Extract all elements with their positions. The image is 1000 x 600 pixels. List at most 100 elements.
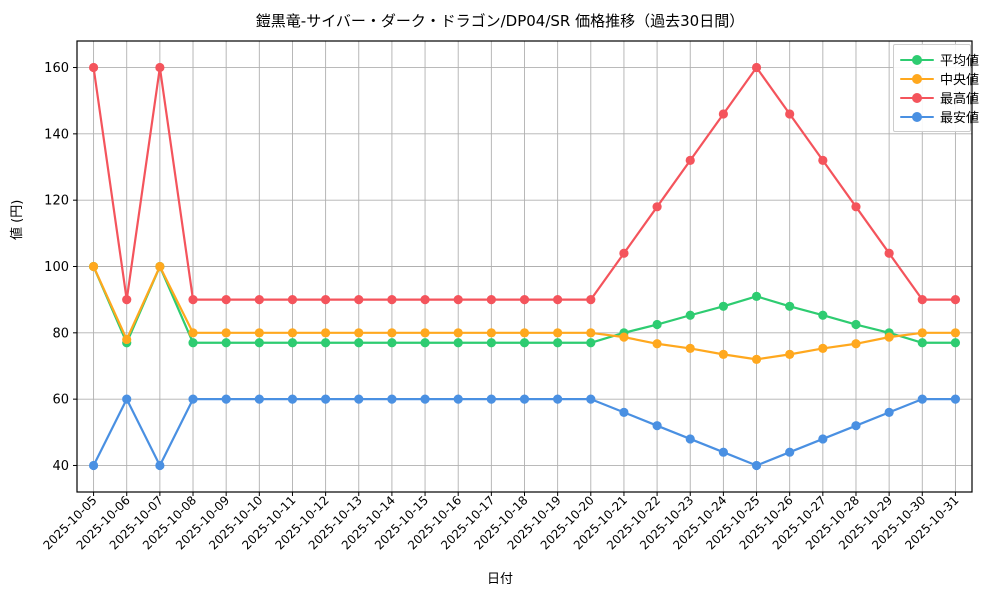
x-axis-label: 日付	[486, 572, 513, 587]
data-point	[420, 338, 430, 348]
data-point	[586, 394, 596, 404]
y-axis-tick-label: 60	[52, 393, 69, 408]
data-point	[785, 109, 795, 119]
y-axis-tick-label: 40	[52, 459, 69, 474]
data-point	[553, 295, 563, 305]
data-point	[851, 421, 861, 431]
data-point	[287, 338, 298, 348]
data-point	[851, 319, 861, 330]
legend-item-label: 中央値	[940, 73, 980, 88]
data-point	[619, 332, 629, 342]
data-point	[486, 338, 496, 348]
data-point	[751, 291, 762, 301]
data-point	[586, 295, 596, 305]
data-point	[387, 338, 397, 348]
chart-title: 鎧黒竜-サイバー・ダーク・ドラゴン/DP04/SR 価格推移（過去30日間）	[255, 12, 745, 30]
data-point	[917, 394, 927, 404]
data-point	[917, 328, 927, 338]
data-point	[453, 295, 463, 305]
legend-swatch-icon	[900, 110, 934, 124]
data-point	[486, 328, 496, 338]
data-point	[254, 338, 264, 348]
data-point	[221, 328, 231, 338]
data-point	[420, 295, 430, 305]
data-point	[354, 338, 364, 348]
data-point	[88, 261, 99, 272]
data-point	[950, 338, 961, 348]
data-point	[818, 343, 828, 354]
data-point	[785, 301, 795, 311]
data-point	[88, 62, 99, 73]
data-point	[354, 328, 364, 338]
data-point	[917, 338, 927, 348]
data-point	[851, 339, 861, 349]
data-point	[950, 328, 961, 338]
data-point	[685, 434, 695, 444]
legend-swatch-icon	[900, 53, 934, 67]
data-point	[519, 338, 530, 348]
data-point	[221, 295, 231, 305]
data-point	[785, 349, 795, 359]
data-point	[652, 339, 662, 349]
data-point	[553, 394, 563, 404]
legend-item-label: 最高値	[940, 92, 980, 107]
data-point	[287, 394, 298, 404]
y-axis-tick-label: 100	[44, 260, 69, 275]
y-axis-tick-label: 120	[44, 194, 69, 209]
data-point	[453, 328, 463, 338]
data-point	[718, 447, 728, 457]
data-point	[950, 394, 961, 404]
data-point	[287, 328, 298, 338]
data-point	[553, 328, 563, 338]
data-point	[122, 394, 132, 404]
data-point	[221, 338, 231, 348]
data-point	[420, 328, 430, 338]
data-point	[884, 248, 894, 258]
data-point	[254, 394, 264, 404]
data-point	[188, 295, 198, 305]
data-point	[818, 310, 828, 320]
data-point	[155, 460, 165, 471]
legend-item-label: 最安値	[940, 111, 980, 126]
data-point	[221, 394, 231, 404]
data-point	[619, 248, 629, 258]
data-point	[818, 434, 828, 444]
data-point	[287, 295, 298, 305]
data-point	[88, 460, 99, 471]
data-point	[519, 295, 530, 305]
data-point	[188, 338, 198, 348]
data-point	[486, 394, 496, 404]
data-point	[188, 328, 198, 338]
data-point	[354, 394, 364, 404]
data-point	[420, 394, 430, 404]
data-point	[519, 394, 530, 404]
data-point	[155, 62, 165, 73]
data-point	[586, 338, 596, 348]
data-point	[950, 295, 961, 305]
legend-item-1[interactable]: 平均値	[900, 50, 979, 69]
y-axis-tick-label: 140	[44, 127, 69, 142]
legend-item-2[interactable]: 中央値	[900, 69, 979, 88]
data-point	[122, 334, 132, 345]
data-point	[685, 155, 695, 165]
legend-item-3[interactable]: 最高値	[900, 88, 979, 107]
data-point	[652, 421, 662, 431]
data-point	[254, 295, 264, 305]
data-point	[387, 295, 397, 305]
data-point	[884, 407, 894, 418]
legend-swatch-icon	[900, 91, 934, 105]
data-point	[155, 261, 165, 272]
legend-item-label: 平均値	[940, 54, 980, 69]
data-point	[321, 328, 331, 338]
legend-item-4[interactable]: 最安値	[900, 107, 979, 126]
data-point	[321, 338, 331, 348]
data-point	[453, 394, 463, 404]
data-point	[354, 295, 364, 305]
data-point	[851, 202, 861, 212]
data-point	[122, 295, 132, 305]
data-point	[321, 295, 331, 305]
y-axis-tick-label: 160	[44, 61, 69, 76]
y-axis-tick-label: 80	[52, 326, 69, 341]
